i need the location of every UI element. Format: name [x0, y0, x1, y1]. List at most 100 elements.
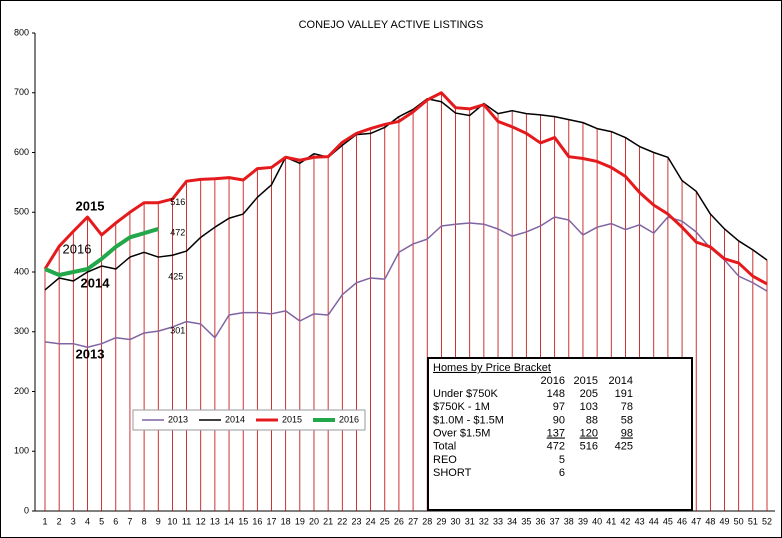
x-tick-label: 52: [762, 516, 772, 526]
x-tick-label: 17: [267, 516, 277, 526]
table-cell: 78: [621, 401, 633, 413]
series-annotation: 2016: [63, 241, 92, 256]
table-row-label: SHORT: [433, 467, 472, 479]
x-tick-label: 20: [309, 516, 319, 526]
x-tick-label: 10: [167, 516, 177, 526]
y-tick-label: 300: [14, 326, 29, 336]
x-tick-label: 25: [380, 516, 390, 526]
x-tick-label: 9: [156, 516, 161, 526]
table-row-label: REO: [433, 454, 457, 466]
table-cell: 58: [621, 414, 633, 426]
x-tick-label: 34: [507, 516, 517, 526]
y-tick-label: 0: [24, 505, 29, 515]
x-tick-label: 39: [578, 516, 588, 526]
x-tick-label: 44: [649, 516, 659, 526]
x-tick-label: 4: [85, 516, 90, 526]
y-tick-label: 800: [14, 27, 29, 37]
x-tick-label: 29: [436, 516, 446, 526]
x-tick-label: 47: [691, 516, 701, 526]
x-tick-label: 38: [564, 516, 574, 526]
table-cell: 516: [580, 441, 598, 453]
x-tick-label: 18: [281, 516, 291, 526]
x-tick-label: 15: [238, 516, 248, 526]
series-line: [44, 216, 768, 349]
legend-label: 2016: [339, 414, 359, 424]
table-cell: 120: [580, 428, 598, 440]
x-tick-label: 24: [366, 516, 376, 526]
data-label: 472: [170, 227, 185, 237]
x-tick-label: 13: [210, 516, 220, 526]
table-row-label: Total: [433, 441, 456, 453]
table-cell: 148: [547, 388, 565, 400]
x-tick-label: 26: [394, 516, 404, 526]
x-tick-label: 11: [182, 516, 191, 526]
table-cell: 472: [547, 441, 565, 453]
x-tick-label: 28: [422, 516, 432, 526]
x-tick-label: 5: [99, 516, 104, 526]
x-tick-label: 8: [142, 516, 147, 526]
table-cell: 97: [553, 401, 565, 413]
y-tick-label: 100: [14, 446, 29, 456]
series-annotation: 2015: [76, 198, 105, 213]
table-header: 2014: [609, 375, 633, 387]
x-tick-label: 21: [323, 516, 333, 526]
x-tick-label: 35: [521, 516, 531, 526]
x-tick-label: 49: [720, 516, 730, 526]
table-box: [427, 357, 693, 511]
y-tick-label: 500: [14, 207, 29, 217]
x-tick-label: 27: [408, 516, 418, 526]
legend-label: 2014: [225, 414, 245, 424]
table-cell: 103: [580, 401, 598, 413]
table-header: 2015: [574, 375, 598, 387]
x-tick-label: 51: [748, 516, 758, 526]
y-tick-label: 700: [14, 87, 29, 97]
x-tick-label: 2: [57, 516, 62, 526]
table-row-label: $750K - 1M: [433, 401, 490, 413]
x-tick-label: 31: [465, 516, 475, 526]
series-line: [44, 227, 159, 277]
x-tick-label: 33: [493, 516, 503, 526]
table-header: 2016: [541, 375, 565, 387]
x-tick-label: 22: [337, 516, 347, 526]
table-cell: 98: [621, 428, 633, 440]
x-tick-label: 1: [42, 516, 47, 526]
x-tick-label: 32: [479, 516, 489, 526]
x-tick-label: 7: [127, 516, 132, 526]
table-cell: 88: [586, 414, 598, 426]
data-label: 301: [170, 326, 185, 336]
table-title: Homes by Price Bracket: [433, 362, 551, 374]
data-label: 516: [170, 197, 185, 207]
x-tick-label: 42: [620, 516, 630, 526]
x-tick-label: 3: [71, 516, 76, 526]
x-tick-label: 41: [606, 516, 616, 526]
x-tick-label: 12: [196, 516, 206, 526]
x-tick-label: 23: [351, 516, 361, 526]
x-tick-label: 6: [113, 516, 118, 526]
x-tick-label: 48: [705, 516, 715, 526]
legend-box: [132, 409, 366, 431]
y-tick-label: 600: [14, 147, 29, 157]
table-cell: 137: [547, 428, 565, 440]
data-label: 425: [168, 271, 183, 281]
table-cell: 90: [553, 414, 565, 426]
x-tick-label: 37: [550, 516, 560, 526]
table-cell: 425: [615, 441, 633, 453]
x-tick-label: 30: [451, 516, 461, 526]
y-tick-label: 400: [14, 266, 29, 276]
legend-label: 2015: [282, 414, 302, 424]
table-cell: 205: [580, 388, 598, 400]
x-tick-label: 19: [295, 516, 305, 526]
chart-title: CONEJO VALLEY ACTIVE LISTINGS: [299, 19, 484, 31]
x-tick-label: 16: [252, 516, 262, 526]
table-cell: 6: [559, 467, 565, 479]
x-tick-label: 14: [224, 516, 234, 526]
table-cell: 5: [559, 454, 565, 466]
series-line: [43, 91, 768, 286]
table-row-label: $1.0M - $1.5M: [433, 414, 504, 426]
x-tick-label: 43: [635, 516, 645, 526]
series-line: [44, 97, 768, 291]
x-tick-label: 36: [535, 516, 545, 526]
x-tick-label: 45: [663, 516, 673, 526]
table-row-label: Under $750K: [433, 388, 498, 400]
